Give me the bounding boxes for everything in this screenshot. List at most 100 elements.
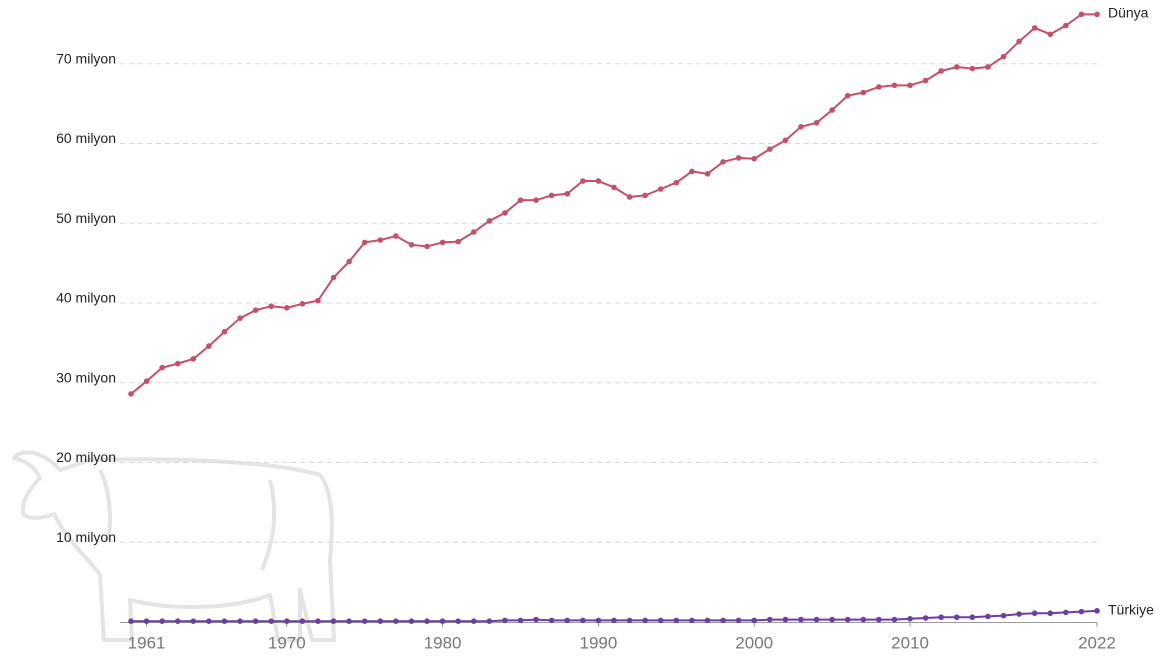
data-point: [814, 120, 820, 126]
chart: Dünya Türkiye 10 milyon20 milyon30 milyo…: [0, 0, 1175, 664]
data-point: [533, 197, 539, 203]
data-point: [362, 618, 368, 624]
data-point: [767, 617, 773, 623]
data-point: [938, 614, 944, 620]
data-point: [222, 329, 228, 335]
data-point: [455, 239, 461, 245]
data-point: [564, 191, 570, 197]
data-point: [253, 307, 259, 313]
data-point: [1032, 25, 1038, 31]
data-point: [720, 159, 726, 165]
data-point: [455, 618, 461, 624]
data-point: [751, 156, 757, 162]
data-point: [923, 78, 929, 84]
data-point: [736, 618, 742, 624]
data-point: [798, 124, 804, 130]
data-point: [814, 617, 820, 623]
data-point: [268, 618, 274, 624]
data-point: [892, 83, 898, 89]
data-point: [611, 185, 617, 191]
data-point: [377, 237, 383, 243]
data-point: [533, 617, 539, 623]
data-point: [424, 244, 430, 250]
data-point: [564, 618, 570, 624]
data-point: [829, 107, 835, 113]
data-point: [159, 365, 165, 371]
data-point: [1032, 610, 1038, 616]
data-point: [1016, 611, 1022, 617]
data-point: [191, 356, 197, 362]
data-point: [907, 616, 913, 622]
data-point: [627, 618, 633, 624]
data-point: [409, 242, 415, 248]
x-tick-label: 1961: [128, 633, 166, 652]
data-point: [642, 618, 648, 624]
data-point: [409, 618, 415, 624]
x-tick-label: 1970: [268, 633, 306, 652]
data-point: [876, 617, 882, 623]
data-point: [798, 617, 804, 623]
data-point: [674, 618, 680, 624]
cow-illustration: [14, 452, 334, 640]
data-point: [237, 315, 243, 321]
data-point: [1094, 12, 1100, 18]
data-point: [954, 614, 960, 620]
y-tick-label: 70 milyon: [56, 50, 116, 66]
x-tick-label: 2010: [891, 633, 929, 652]
data-point: [1001, 613, 1007, 619]
data-point: [767, 146, 773, 152]
data-point: [377, 618, 383, 624]
y-tick-label: 60 milyon: [56, 130, 116, 146]
data-point: [128, 618, 134, 624]
data-point: [487, 618, 493, 624]
data-point: [1079, 12, 1085, 18]
data-point: [300, 301, 306, 307]
data-point: [783, 617, 789, 623]
x-tick-label: 1980: [424, 633, 462, 652]
data-point: [658, 186, 664, 192]
data-point: [237, 618, 243, 624]
data-point: [642, 193, 648, 199]
data-point: [611, 618, 617, 624]
data-point: [627, 194, 633, 200]
y-tick-label: 50 milyon: [56, 210, 116, 226]
data-point: [549, 618, 555, 624]
x-tick-label: 1990: [580, 633, 618, 652]
data-point: [502, 618, 508, 624]
data-point: [751, 618, 757, 624]
page: Dünya Türkiye 10 milyon20 milyon30 milyo…: [0, 0, 1175, 664]
data-point: [253, 618, 259, 624]
data-point: [705, 171, 711, 177]
data-point: [144, 378, 150, 384]
data-point: [424, 618, 430, 624]
data-point: [315, 618, 321, 624]
data-point: [331, 275, 337, 281]
data-point: [580, 178, 586, 184]
data-point: [440, 240, 446, 246]
y-tick-label: 20 milyon: [56, 449, 116, 465]
data-point: [175, 618, 181, 624]
data-point: [892, 617, 898, 623]
data-point: [596, 618, 602, 624]
data-point: [144, 618, 150, 624]
data-point: [1063, 23, 1069, 29]
data-point: [596, 178, 602, 184]
data-point: [518, 618, 524, 624]
x-tick-label: 2022: [1078, 633, 1116, 652]
x-tick-label: 2000: [735, 633, 773, 652]
data-point: [315, 298, 321, 304]
data-point: [689, 169, 695, 175]
data-point: [393, 618, 399, 624]
data-point: [860, 90, 866, 96]
data-point: [845, 617, 851, 623]
data-point: [985, 614, 991, 620]
data-point: [1063, 610, 1069, 616]
data-point: [845, 93, 851, 99]
y-tick-label: 10 milyon: [56, 529, 116, 545]
data-point: [970, 614, 976, 620]
data-point: [829, 617, 835, 623]
data-point: [658, 618, 664, 624]
data-point: [268, 303, 274, 309]
data-point: [1047, 610, 1053, 616]
data-point: [580, 618, 586, 624]
